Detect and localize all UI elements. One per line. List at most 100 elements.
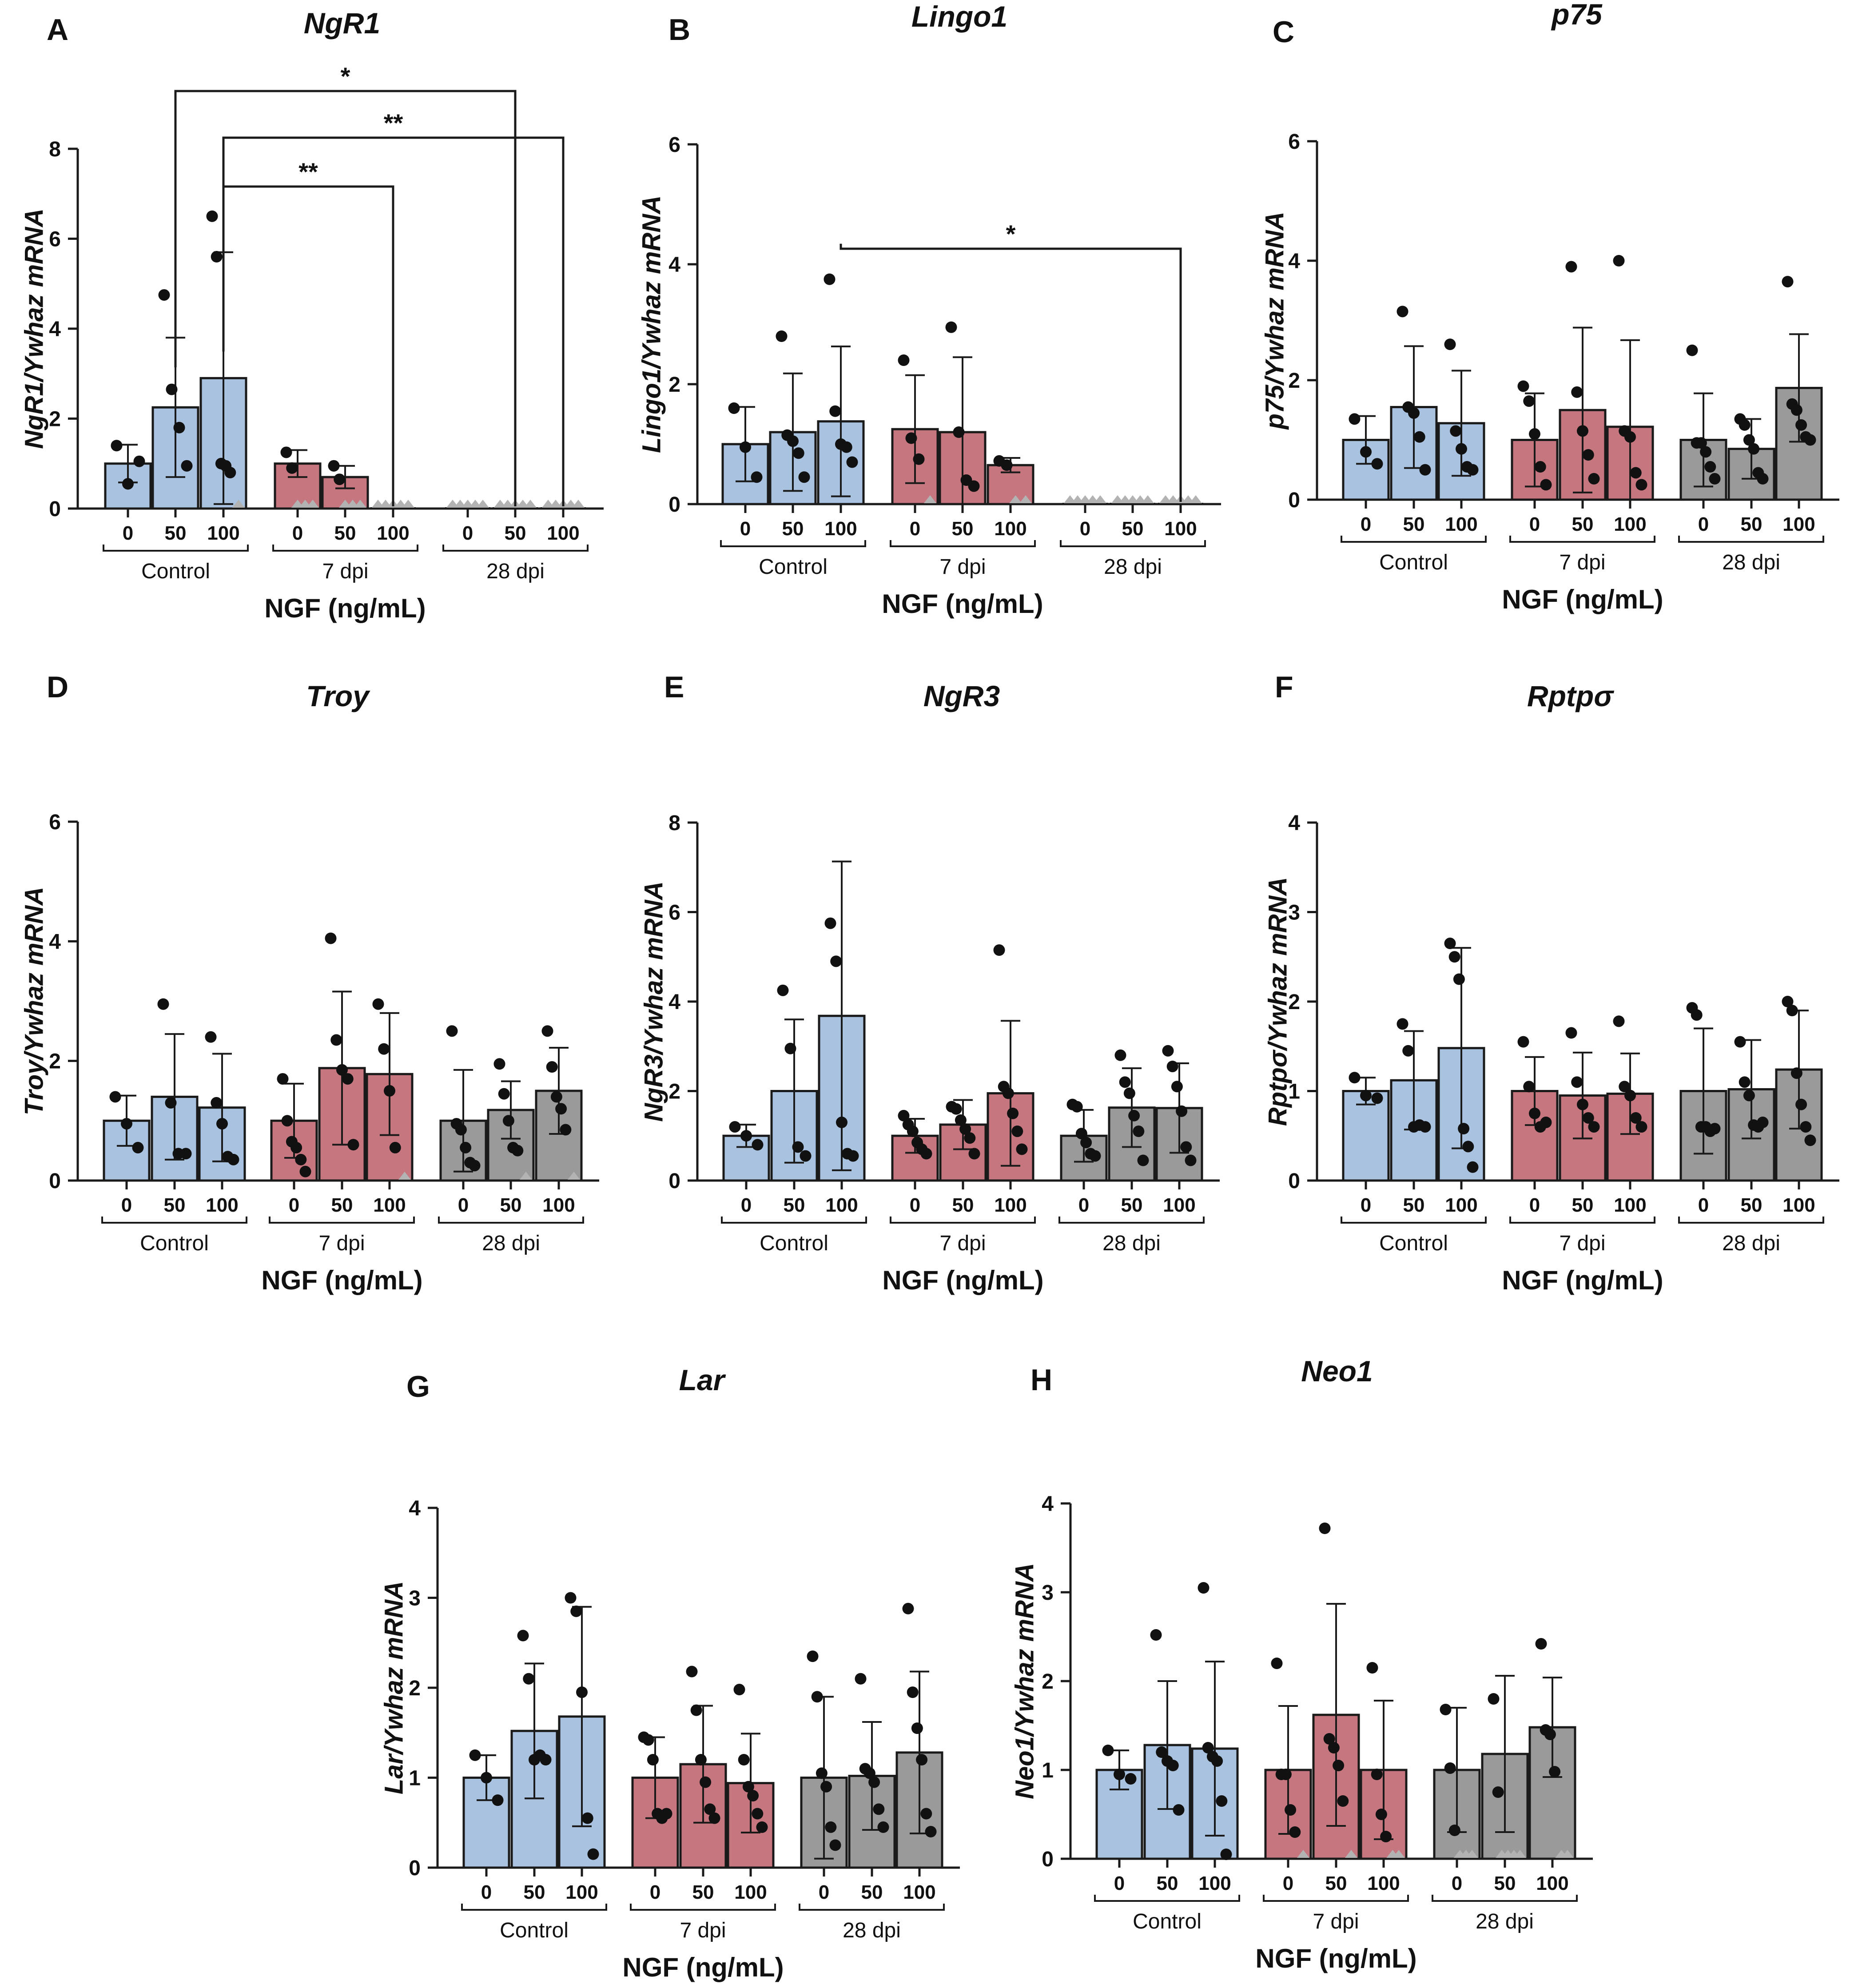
data-point (299, 1165, 311, 1177)
y-tick-label: 1 (1042, 1759, 1054, 1782)
group-bracket (890, 540, 1036, 547)
x-tick-label: 100 (1614, 513, 1646, 535)
data-point (1444, 938, 1456, 950)
group-bracket (1678, 536, 1824, 543)
data-point (325, 932, 337, 944)
data-point-zero (306, 500, 319, 508)
group-label: 28 dpi (482, 1232, 540, 1255)
data-point (792, 447, 804, 459)
panel-A: A NgR1 NgR1/Ywhaz mRNA 0 2 4 6 8 0 50 100 Control 0 5… (20, 7, 604, 623)
data-point (1577, 425, 1588, 437)
x-tick-label: 100 (1782, 1194, 1815, 1216)
y-tick-label: 4 (49, 318, 61, 341)
data-point (1544, 1729, 1556, 1740)
data-point (752, 1808, 764, 1820)
y-tick-label: 2 (1288, 369, 1300, 393)
data-point (1397, 1018, 1408, 1030)
data-point (1630, 467, 1642, 479)
data-point (493, 1058, 505, 1070)
y-tick-label: 2 (668, 373, 680, 397)
data-point (111, 440, 123, 452)
data-point (1440, 1704, 1452, 1715)
data-point (898, 354, 910, 366)
group-bracket (1341, 536, 1487, 543)
x-tick-label: 100 (734, 1881, 767, 1903)
data-point (1795, 419, 1807, 431)
panel-E: E NgR3 NgR3/Ywhaz mRNA 0 2 4 6 8 0 50 100 Control 0 5… (640, 670, 1220, 1295)
x-axis-label: NGF (ng/mL) (1255, 1944, 1416, 1973)
data-point (469, 1749, 481, 1761)
data-point (1588, 1121, 1600, 1133)
significance-bracket (840, 243, 1182, 502)
data-point (1462, 1141, 1474, 1153)
group-label: 7 dpi (1313, 1910, 1359, 1933)
data-point (1001, 459, 1013, 471)
data-point (1137, 1154, 1149, 1166)
x-axis-label: NGF (ng/mL) (1502, 584, 1663, 614)
x-tick-label: 0 (1283, 1873, 1293, 1894)
data-point (787, 435, 799, 447)
group-bracket (1263, 1895, 1409, 1902)
y-tick-label: 0 (1288, 1169, 1300, 1193)
data-point-zero (568, 1172, 580, 1180)
data-point (286, 462, 298, 474)
x-tick-label: 100 (547, 522, 579, 544)
data-point (121, 1118, 132, 1130)
significance-bracket (222, 185, 394, 506)
data-point (336, 1064, 348, 1076)
panel-F: F Rptpσ Rptpσ/Ywhaz mRNA 0 1 2 3 4 0 50 100 Control… (1264, 670, 1839, 1295)
data-point (740, 1130, 752, 1142)
data-point (492, 1794, 504, 1806)
data-point (1790, 1067, 1802, 1079)
y-tick-label: 1 (409, 1767, 421, 1790)
panel-title: NgR3 (923, 680, 1000, 712)
data-point (729, 1121, 741, 1133)
data-point (281, 1115, 293, 1127)
panel-title: Lar (679, 1364, 726, 1396)
bar-zero (541, 507, 586, 509)
data-point (576, 1686, 588, 1698)
data-point (1517, 380, 1529, 392)
data-point (1790, 404, 1802, 416)
x-tick-label: 50 (1741, 1194, 1763, 1216)
data-point (647, 1754, 659, 1765)
y-tick-label: 0 (49, 1169, 61, 1193)
y-tick-label: 4 (409, 1497, 421, 1520)
data-point (642, 1734, 654, 1746)
data-point (800, 1150, 812, 1162)
x-tick-label: 0 (458, 1194, 469, 1216)
data-point (1419, 464, 1431, 476)
y-axis-label: Neo1/Ywhaz mRNA (1011, 1563, 1039, 1799)
x-tick-label: 100 (1445, 513, 1477, 535)
data-point (1397, 306, 1408, 318)
data-point (1523, 395, 1535, 407)
data-point (157, 998, 169, 1010)
bar-zero (445, 507, 490, 509)
data-point (523, 1673, 535, 1685)
data-point (704, 1803, 716, 1815)
group-bracket (272, 545, 418, 552)
data-point (1071, 1101, 1083, 1113)
x-tick-label: 50 (1494, 1873, 1516, 1894)
data-point (824, 917, 836, 929)
data-point (1686, 344, 1698, 356)
data-point (733, 1684, 745, 1696)
data-point (776, 330, 788, 342)
x-tick-label: 0 (289, 1194, 299, 1216)
data-point (205, 1031, 217, 1043)
data-point (133, 455, 145, 467)
data-point (1804, 434, 1816, 446)
data-point (1804, 1134, 1816, 1146)
data-point (660, 1808, 672, 1820)
data-point-zero (1190, 495, 1202, 503)
data-point (825, 1821, 837, 1833)
data-point (1444, 1762, 1456, 1774)
data-point (784, 1042, 796, 1054)
data-point (565, 1592, 577, 1604)
group-label: 28 dpi (843, 1919, 901, 1942)
group-label: Control (500, 1919, 569, 1942)
data-point (1211, 1755, 1223, 1767)
y-tick-label: 2 (668, 1080, 680, 1104)
group-bracket (269, 1217, 415, 1224)
x-tick-label: 50 (782, 518, 804, 540)
